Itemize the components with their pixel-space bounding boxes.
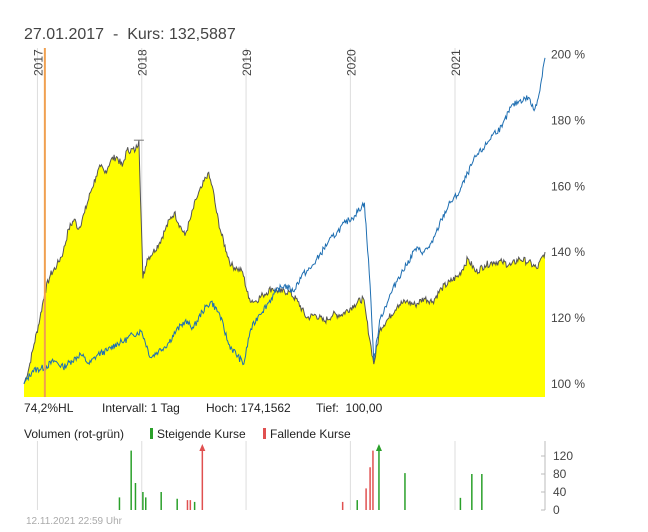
benchmark-series xyxy=(23,57,546,384)
y-tick-label: 140 % xyxy=(551,245,585,259)
volume-grid xyxy=(36,441,456,510)
volume-overflow-arrow xyxy=(375,444,382,451)
selected-date: 27.01.2017 xyxy=(24,26,105,43)
x-axis: 2017 2018 2019 2020 2021 xyxy=(31,49,463,76)
volume-tick-label: 80 xyxy=(553,467,567,481)
high-label: Hoch: 174,1562 xyxy=(206,401,291,415)
y-tick-label: 100 % xyxy=(551,377,585,391)
header-separator: - xyxy=(112,26,119,43)
low-label: Tief: 100,00 xyxy=(316,401,383,415)
x-tick-label: 2018 xyxy=(136,49,150,76)
x-tick-label: 2019 xyxy=(240,49,254,76)
legend-falling-label: Fallende Kurse xyxy=(270,427,351,441)
area-outline xyxy=(23,140,546,384)
legend-rising-label: Steigende Kurse xyxy=(157,427,246,441)
volume-bars xyxy=(118,444,483,510)
area-fill xyxy=(24,140,545,397)
volume-tick-label: 120 xyxy=(553,449,573,463)
rising-swatch xyxy=(150,428,153,439)
interval-label: Intervall: 1 Tag xyxy=(102,401,180,415)
volume-tick-label: 40 xyxy=(553,485,567,499)
volume-tick-label: 0 xyxy=(553,503,560,517)
legend-rising: Steigende Kurse xyxy=(150,427,246,441)
legend-falling: Fallende Kurse xyxy=(263,427,351,441)
volume-label: Volumen (rot-grün) xyxy=(24,427,125,441)
selected-price: Kurs: 132,5887 xyxy=(127,26,236,43)
benchmark-line xyxy=(23,57,546,384)
volume-overflow-arrow xyxy=(199,444,206,451)
chart-header: 27.01.2017 - Kurs: 132,5887 xyxy=(24,26,236,44)
y-axis: 100 % 120 % 140 % 160 % 180 % 200 % xyxy=(551,48,585,391)
y-tick-label: 160 % xyxy=(551,179,585,193)
y-tick-label: 200 % xyxy=(551,48,585,62)
falling-swatch xyxy=(263,428,266,439)
volume-y-axis: 0 40 80 120 xyxy=(541,441,573,517)
timestamp: 12.11.2021 22:59 Uhr xyxy=(26,516,123,527)
hl-label: 74,2%HL xyxy=(24,401,74,415)
x-tick-label: 2021 xyxy=(449,49,463,76)
y-tick-label: 180 % xyxy=(551,113,585,127)
performance-area xyxy=(23,139,546,397)
y-tick-label: 120 % xyxy=(551,311,585,325)
x-tick-label: 2020 xyxy=(344,49,358,76)
x-tick-label: 2017 xyxy=(31,49,45,76)
